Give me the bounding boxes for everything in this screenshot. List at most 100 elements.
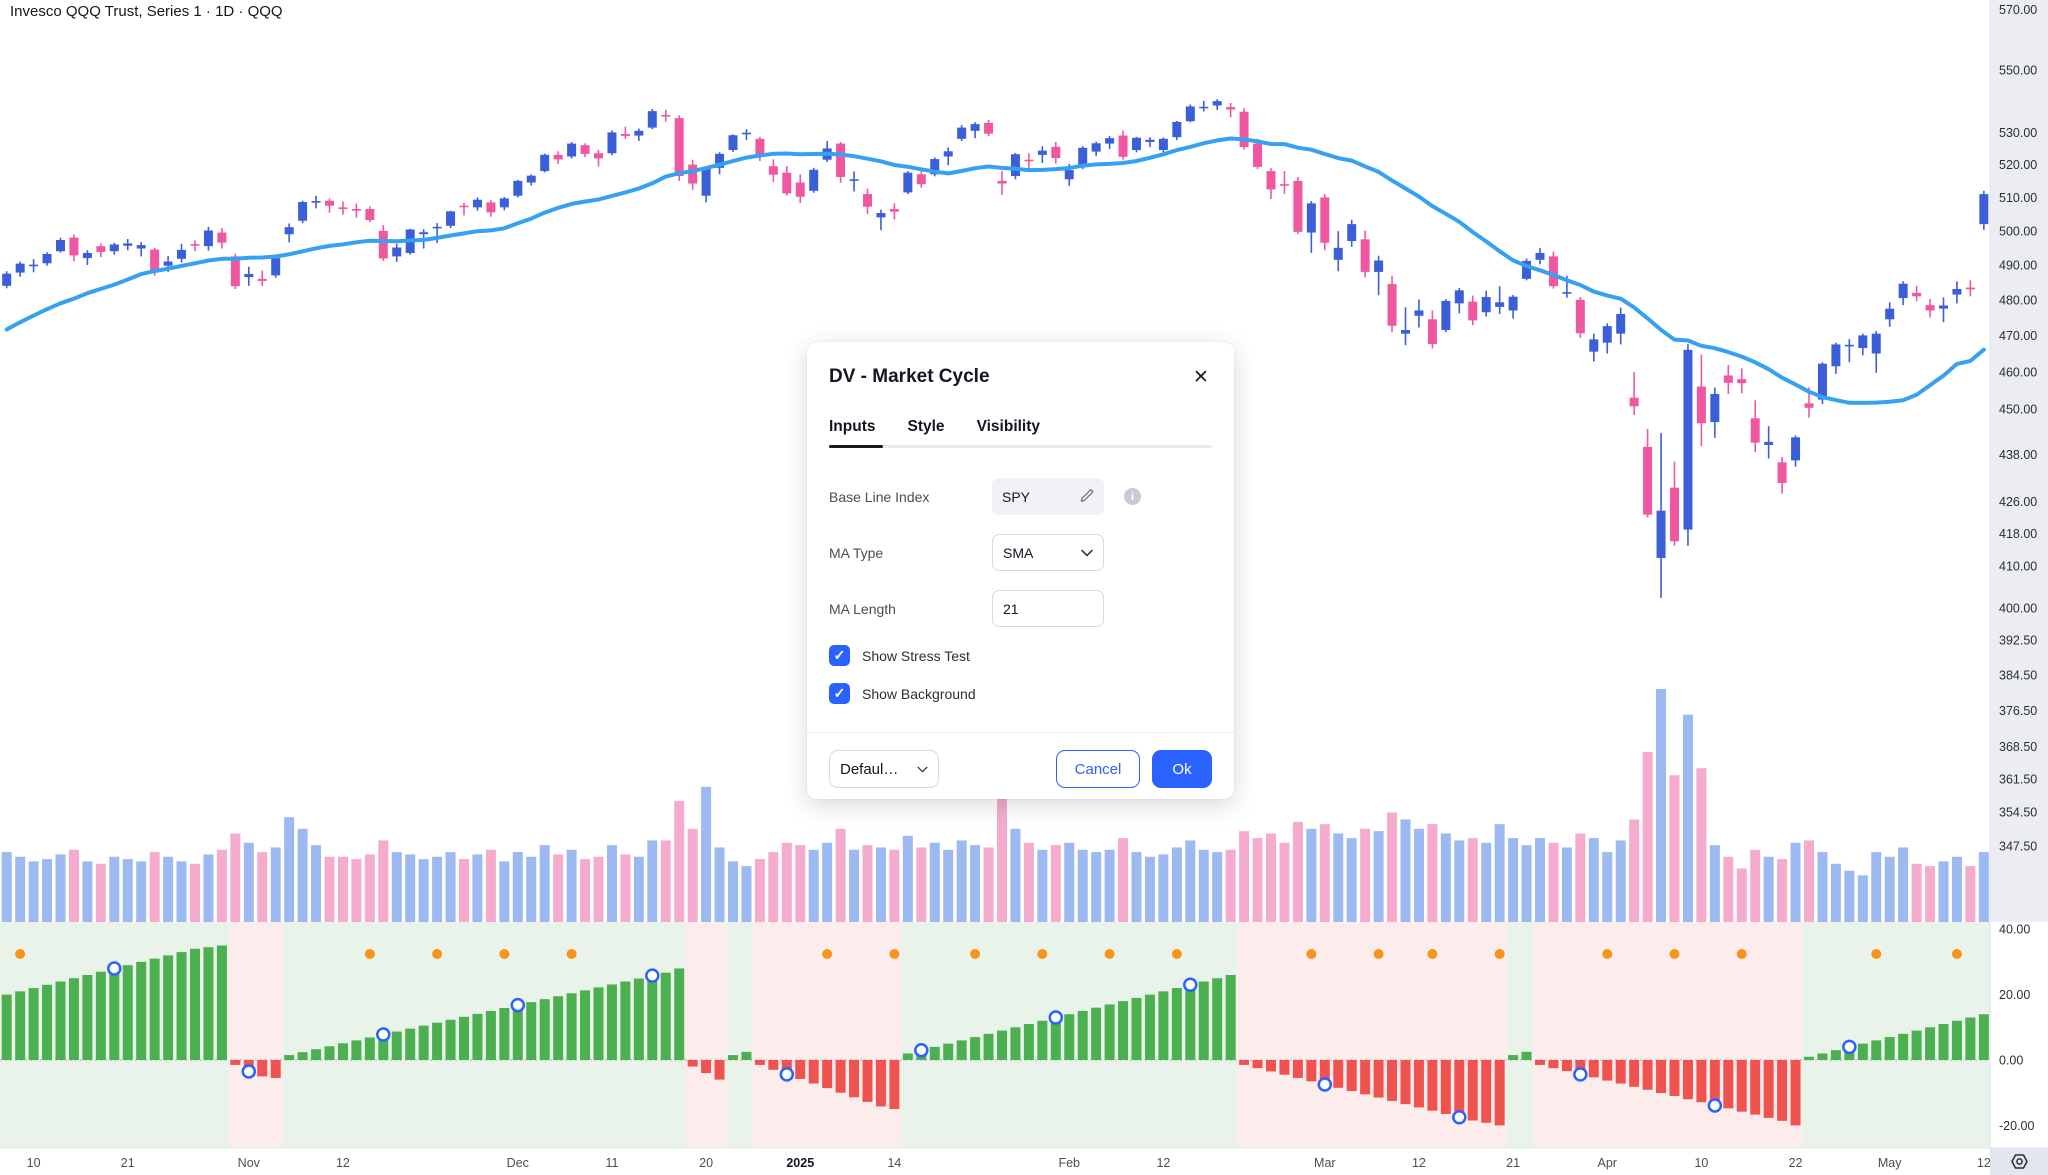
preset-value: Defaul…	[840, 760, 899, 778]
time-tick-label: 2025	[786, 1156, 814, 1170]
tab-style[interactable]: Style	[907, 418, 945, 435]
ma-type-select[interactable]: SMA	[992, 534, 1104, 571]
time-tick-label: 12	[336, 1156, 350, 1170]
marker-layer	[15, 949, 1962, 1125]
tab-active-underline	[829, 445, 883, 448]
chevron-down-icon	[917, 766, 928, 773]
ok-button[interactable]: Ok	[1152, 750, 1212, 788]
dialog-tabs: Inputs Style Visibility	[829, 418, 1040, 436]
orange-dot-marker	[432, 949, 443, 959]
orange-dot-marker	[499, 949, 510, 959]
dialog-title: DV - Market Cycle	[829, 366, 990, 387]
orange-dot-marker	[15, 949, 26, 959]
time-tick-label: 11	[605, 1156, 618, 1170]
orange-dot-marker	[364, 949, 375, 959]
candlestick-layer	[2, 99, 1989, 598]
cycle-background-layer	[0, 922, 1990, 1148]
info-icon[interactable]: i	[1124, 488, 1141, 505]
stress-test-marker	[1707, 1098, 1723, 1113]
price-tick-label: 530.00	[1999, 126, 2037, 140]
dialog-footer: Defaul… Cancel Ok	[829, 750, 1212, 788]
stress-test-marker	[914, 1042, 929, 1058]
time-tick-label: 14	[887, 1156, 901, 1170]
price-tick-label: 376.50	[1999, 704, 2037, 718]
orange-dot-marker	[1104, 949, 1115, 959]
price-tick-label: 550.00	[1999, 63, 2037, 77]
tab-underline-track	[829, 445, 1212, 448]
price-tick-label: 490.00	[1999, 259, 2037, 273]
time-tick-label: Mar	[1314, 1156, 1336, 1170]
stress-test-marker	[107, 961, 122, 976]
time-tick-label: 12	[1977, 1156, 1991, 1170]
price-tick-label: 470.00	[1999, 329, 2037, 343]
orange-dot-marker	[1427, 949, 1438, 959]
stress-test-marker	[1452, 1109, 1467, 1125]
time-tick-label: 10	[1694, 1156, 1708, 1170]
price-tick-label: 418.00	[1999, 527, 2037, 541]
time-tick-label: 10	[27, 1156, 41, 1170]
dialog-footer-divider	[807, 732, 1234, 733]
price-tick-label: 450.00	[1999, 402, 2037, 416]
show-background-checkbox[interactable]: ✓ Show Background	[829, 683, 976, 704]
orange-dot-marker	[1494, 949, 1505, 959]
orange-dot-marker	[822, 949, 833, 959]
orange-dot-marker	[1037, 949, 1048, 959]
ma-type-label: MA Type	[829, 544, 884, 561]
symbol-title: Invesco QQQ Trust, Series 1 · 1D · QQQ	[10, 3, 283, 20]
close-icon[interactable]: ✕	[1193, 366, 1209, 388]
price-tick-label: 361.50	[1999, 773, 2037, 787]
base-line-index-label: Base Line Index	[829, 488, 930, 505]
time-tick-label: 12	[1412, 1156, 1426, 1170]
chevron-down-icon	[1081, 549, 1093, 557]
price-tick-label: 510.00	[1999, 191, 2037, 205]
time-tick-label: Feb	[1058, 1156, 1080, 1170]
price-tick-label: 410.00	[1999, 560, 2037, 574]
base-line-index-value: SPY	[1002, 488, 1031, 505]
row-base-line-index: Base Line Index SPY i	[829, 478, 1212, 515]
time-axis[interactable]	[0, 1148, 1990, 1175]
stress-test-marker	[241, 1064, 257, 1079]
edit-pencil-icon[interactable]	[1079, 489, 1094, 504]
price-tick-label: 500.00	[1999, 224, 2037, 238]
ma-length-input[interactable]: 21	[992, 590, 1104, 627]
orange-dot-marker	[1306, 949, 1317, 959]
checkbox-checked-icon: ✓	[829, 683, 850, 704]
price-tick-label: 570.00	[1999, 3, 2037, 17]
stress-test-marker	[510, 997, 526, 1013]
volume-layer	[1, 689, 1989, 922]
price-tick-label: 460.00	[1999, 365, 2037, 379]
tab-inputs[interactable]: Inputs	[829, 418, 876, 435]
show-stress-test-checkbox[interactable]: ✓ Show Stress Test	[829, 645, 970, 666]
price-tick-label: 400.00	[1999, 601, 2037, 615]
price-tick-label: 520.00	[1999, 158, 2037, 172]
show-background-label: Show Background	[862, 685, 976, 702]
pane-settings-button[interactable]	[1990, 1148, 2048, 1175]
time-tick-label: May	[1878, 1156, 1902, 1170]
price-tick-label: 368.50	[1999, 740, 2037, 754]
market-cycle-bars-layer	[1, 945, 1989, 1126]
base-line-index-field[interactable]: SPY	[992, 478, 1104, 515]
gear-icon	[2010, 1154, 2028, 1169]
time-tick-label: 12	[1156, 1156, 1170, 1170]
indicator-tick-label: 0.00	[1999, 1054, 2023, 1068]
time-tick-label: Nov	[238, 1156, 261, 1170]
orange-dot-marker	[970, 949, 981, 959]
orange-dot-marker	[1736, 949, 1747, 959]
time-tick-label: Apr	[1598, 1156, 1617, 1170]
preset-select[interactable]: Defaul…	[829, 750, 939, 788]
show-stress-test-label: Show Stress Test	[862, 647, 970, 664]
price-tick-label: 354.50	[1999, 806, 2037, 820]
stress-test-marker	[645, 968, 660, 983]
orange-dot-marker	[1602, 949, 1613, 959]
ma-type-value: SMA	[1003, 544, 1034, 561]
tab-visibility[interactable]: Visibility	[976, 418, 1041, 435]
price-tick-label: 392.50	[1999, 633, 2037, 647]
cancel-button[interactable]: Cancel	[1056, 750, 1140, 788]
orange-dot-marker	[1171, 949, 1182, 959]
price-axis[interactable]	[1990, 0, 2048, 1148]
indicator-tick-label: 20.00	[1999, 988, 2030, 1002]
